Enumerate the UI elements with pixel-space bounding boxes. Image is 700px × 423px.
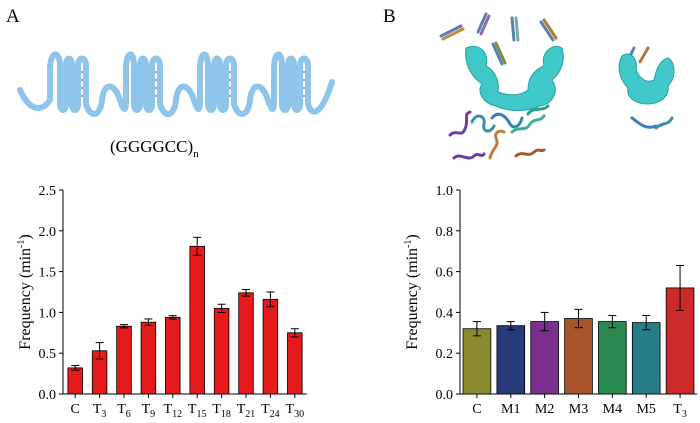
chart-b-xtick-label-main: M1 <box>501 402 520 417</box>
chart-a-bar <box>189 245 205 395</box>
chart-b-ytick-label: 1.0 <box>436 184 454 199</box>
chart-b-xtick-label-main: M2 <box>535 402 554 417</box>
chart-b-xtick-label: M5 <box>636 402 655 417</box>
chart-a-xtick-label-subscript: 18 <box>221 409 231 420</box>
chart-a-y-ticks: 0.0 0.5 1.0 1.5 2.0 2.5 <box>39 184 63 403</box>
chart-a-xtick-label: T18 <box>212 402 231 420</box>
chart-a-xtick-label-main: T <box>93 402 102 417</box>
chart-a-ylabel-close: ) <box>17 234 34 239</box>
chart-a-xtick-label-subscript: 15 <box>196 409 206 420</box>
chart-a-bar <box>116 325 132 395</box>
panel-label-a: A <box>6 6 20 27</box>
protein-aptamer-illustration <box>439 12 675 160</box>
chart-b-ytick-label: 0.4 <box>436 306 454 321</box>
chart-a-y-axis-title: Frequency (min-1) <box>16 234 34 349</box>
chart-a-ytick-label: 1.5 <box>39 266 57 281</box>
chart-b-xtick-label-main: M3 <box>569 402 588 417</box>
chart-a-bar <box>67 367 83 395</box>
chart-a-xtick-label-subscript: 21 <box>245 409 255 420</box>
chart-a-xtick-label-main: T <box>261 402 270 417</box>
chart-b-xtick-label-main: T <box>673 402 682 417</box>
chart-b-ytick-label: 0.2 <box>436 347 454 362</box>
chart-b-ylabel-superscript: -1 <box>403 240 414 248</box>
chart-a-bar <box>140 321 157 395</box>
chart-a-bar <box>238 292 254 395</box>
chart-b-ytick-label: 0.0 <box>436 388 454 403</box>
chart-a-xtick-label-subscript: 3 <box>101 409 106 420</box>
dna-strand <box>17 51 335 117</box>
chart-b-bars <box>462 264 695 395</box>
chart-a-xtick-label: T30 <box>286 402 305 420</box>
protein-dimer-small <box>618 53 675 105</box>
chart-b-xtick-label-main: M5 <box>636 402 655 417</box>
chart-a-xtick-label: T3 <box>93 402 107 420</box>
chart-a-xtick-label-main: T <box>117 402 126 417</box>
chart-a-xtick-label: T24 <box>261 402 280 420</box>
chart-a-ytick-label: 2.0 <box>39 225 57 240</box>
chart-b-bar <box>598 321 627 395</box>
chart-b-xtick-label: T3 <box>673 402 687 420</box>
protein-dimer-large <box>465 45 564 111</box>
chart-a-xtick-label: T12 <box>164 402 183 420</box>
sequence-formula-subscript: n <box>193 148 199 160</box>
chart-b-xtick-label: M1 <box>501 402 520 417</box>
chart-a-ylabel-superscript: -1 <box>16 240 27 248</box>
chart-a-x-ticks: C T3 T6 T9 T12 T15 T18 T21 T24 T30 <box>71 394 305 420</box>
chart-b-xtick-label: M3 <box>569 402 588 417</box>
chart-a-ylabel: Frequency (min <box>17 248 34 350</box>
chart-b: 0.0 0.2 0.4 0.6 0.8 1.0 C M1 M2 M3 M4 M5 T3 Frequen… <box>403 184 697 420</box>
chart-a-ytick-label: 1.0 <box>39 306 57 321</box>
chart-b-ytick-label: 0.8 <box>436 225 454 240</box>
chart-a-xtick-label-subscript: 6 <box>126 409 131 420</box>
chart-b-bar <box>631 322 661 395</box>
sequence-formula: (GGGGCC)n <box>110 137 199 160</box>
chart-b-ylabel: Frequency (min <box>404 248 421 350</box>
chart-a-bar <box>213 307 230 395</box>
chart-a-xtick-label-subscript: 9 <box>150 409 155 420</box>
chart-a-bar <box>287 332 303 395</box>
chart-a-xtick-label: C <box>71 402 80 417</box>
chart-a-xtick-label: T15 <box>188 402 207 420</box>
chart-b-y-axis-title: Frequency (min-1) <box>403 234 421 349</box>
chart-a-ytick-label: 2.5 <box>39 184 57 199</box>
chart-b-bar <box>496 325 526 395</box>
chart-b-xtick-label: M4 <box>603 402 622 417</box>
chart-a-ytick-label: 0.0 <box>39 388 57 403</box>
chart-b-bar <box>564 318 593 395</box>
aptamer-strands-bottom <box>448 104 674 160</box>
chart-a-xtick-label-main: T <box>212 402 221 417</box>
chart-b-ytick-label: 0.6 <box>436 266 454 281</box>
chart-a-xtick-label-main: T <box>142 402 151 417</box>
chart-a-xtick-label-main: C <box>71 402 80 417</box>
chart-b-xtick-label: C <box>472 402 481 417</box>
chart-b-bar <box>462 328 492 395</box>
chart-b-xtick-label-main: M4 <box>603 402 622 417</box>
chart-b-xtick-label-main: C <box>472 402 481 417</box>
panel-label-b: B <box>383 6 396 27</box>
chart-b-x-ticks: C M1 M2 M3 M4 M5 T3 <box>472 394 687 420</box>
chart-a-xtick-label-main: T <box>188 402 197 417</box>
chart-b-y-ticks: 0.0 0.2 0.4 0.6 0.8 1.0 <box>436 184 460 403</box>
chart-b-xtick-label: M2 <box>535 402 554 417</box>
chart-b-xtick-label-subscript: 3 <box>682 409 687 420</box>
chart-a-bar <box>262 298 279 395</box>
chart-a-xtick-label: T9 <box>142 402 156 420</box>
chart-a-ytick-label: 0.5 <box>39 347 57 362</box>
chart-a-xtick-label-subscript: 24 <box>270 409 280 420</box>
chart-a-xtick-label-main: T <box>237 402 246 417</box>
chart-a-xtick-label-subscript: 30 <box>294 409 304 420</box>
chart-b-bar <box>530 321 559 395</box>
g-quadruplex-illustration <box>17 51 335 117</box>
sequence-formula-main: (GGGGCC) <box>110 137 193 156</box>
chart-a-xtick-label: T6 <box>117 402 131 420</box>
chart-a-xtick-label: T21 <box>237 402 256 420</box>
chart-a-xtick-label-subscript: 12 <box>172 409 182 420</box>
chart-a: 0.00.51.01.52.02.5 C T3 T6 T9 T12 T15 T18 T21 T2… <box>16 184 307 420</box>
chart-b-ylabel-close: ) <box>404 234 421 239</box>
chart-a-bar <box>165 316 181 395</box>
chart-a-xtick-label-main: T <box>286 402 295 417</box>
chart-a-xtick-label-main: T <box>164 402 173 417</box>
chart-a-bars <box>67 236 303 395</box>
